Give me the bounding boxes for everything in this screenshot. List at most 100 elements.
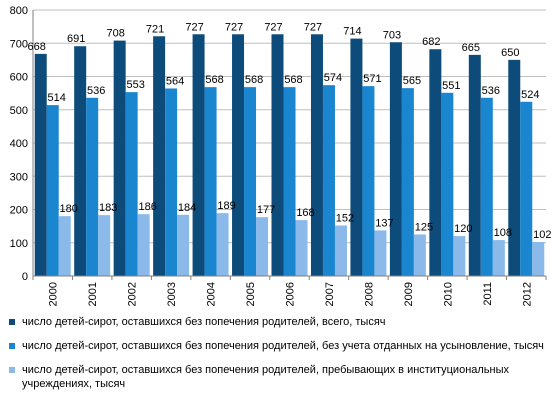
bar-2002-series-2 (125, 92, 138, 276)
bar-2004-series-2 (204, 87, 217, 276)
data-label-2004-series-2: 568 (205, 74, 223, 86)
x-tick-label: 2001 (87, 282, 99, 306)
data-label-2003-series-1: 721 (146, 23, 164, 35)
y-tick-label: 0 (22, 271, 28, 283)
legend-item-institutional: число детей-сирот, оставшихся без попече… (8, 363, 548, 391)
bar-2010-series-1 (429, 49, 442, 276)
bar-2005-series-2 (244, 87, 257, 276)
x-tick-label: 2010 (442, 282, 454, 306)
bar-2006-series-2 (283, 87, 296, 276)
x-axis: 2000 2001 2002 2003 2004 2005 2006 2007 2008 2009… (32, 275, 547, 306)
bar-2003-series-3 (177, 214, 190, 276)
legend-item-without-adoption: число детей-сирот, оставшихся без попече… (8, 339, 548, 353)
bar-2011-series-3 (492, 240, 505, 276)
bar-2005-series-1 (232, 34, 245, 277)
x-tick-label: 2002 (127, 282, 139, 306)
legend-item-total: число детей-сирот, оставшихся без попече… (8, 315, 548, 329)
bar-2007-series-1 (310, 34, 323, 277)
bar-chart: 0 100 200 300 400 500 600 700 800 668 691 708 721 72… (10, 5, 552, 306)
bar-2010-series-2 (441, 92, 454, 276)
bar-2003-series-1 (153, 36, 166, 276)
data-label-2005-series-1: 727 (225, 21, 243, 33)
x-tick-label: 2012 (521, 282, 533, 306)
data-label-2001-series-2: 536 (87, 85, 105, 97)
data-label-2010-series-3: 120 (454, 223, 472, 235)
data-label-2000-series-1: 668 (28, 41, 46, 53)
bar-2006-series-1 (271, 34, 284, 277)
data-label-2007-series-1: 727 (304, 21, 322, 33)
data-label-2012-series-1: 650 (501, 47, 519, 59)
legend: число детей-сирот, оставшихся без попече… (8, 315, 548, 391)
data-label-2007-series-2: 574 (324, 72, 342, 84)
bars (34, 34, 545, 277)
bar-2005-series-3 (256, 217, 269, 276)
x-tick-label: 2009 (403, 282, 415, 306)
data-label-2009-series-2: 565 (403, 75, 421, 87)
y-tick-label: 100 (10, 238, 28, 250)
data-label-2004-series-1: 727 (185, 21, 203, 33)
y-tick-label: 300 (10, 171, 28, 183)
bar-2011-series-1 (468, 54, 481, 277)
data-label-2000-series-3: 180 (60, 203, 78, 215)
y-tick-label: 600 (10, 72, 28, 84)
x-tick-label: 2005 (245, 282, 257, 306)
x-tick-label: 2008 (363, 282, 375, 306)
data-label-2010-series-1: 682 (422, 36, 440, 48)
data-label-2008-series-1: 714 (343, 26, 361, 38)
bar-2004-series-1 (192, 34, 205, 277)
y-axis: 0 100 200 300 400 500 600 700 800 (10, 5, 34, 283)
bar-2008-series-1 (350, 38, 363, 276)
bar-2001-series-3 (98, 215, 111, 276)
bar-2010-series-3 (453, 236, 466, 276)
data-label-2001-series-3: 183 (99, 202, 117, 214)
data-label-2008-series-2: 571 (363, 73, 381, 85)
x-tick-label: 2011 (482, 282, 494, 306)
bar-2000-series-3 (58, 216, 71, 276)
bar-2002-series-3 (137, 214, 150, 276)
bar-2003-series-2 (165, 88, 178, 276)
y-tick-label: 400 (10, 138, 28, 150)
x-tick-label: 2004 (206, 282, 218, 306)
bar-2000-series-2 (46, 105, 59, 276)
bar-2012-series-3 (532, 242, 545, 276)
data-label-2012-series-3: 102 (533, 229, 551, 241)
data-label-2011-series-3: 108 (494, 227, 512, 239)
bar-2002-series-1 (113, 40, 126, 277)
data-label-2000-series-2: 514 (48, 92, 66, 104)
data-label-2002-series-2: 553 (126, 79, 144, 91)
bar-2001-series-2 (86, 97, 99, 276)
data-label-2007-series-3: 152 (336, 212, 354, 224)
data-label-2006-series-1: 727 (264, 21, 282, 33)
legend-swatch-total (9, 319, 15, 325)
y-tick-label: 500 (10, 105, 28, 117)
bar-2000-series-1 (34, 53, 47, 276)
bar-2011-series-2 (480, 97, 493, 276)
bar-2008-series-3 (374, 230, 387, 276)
data-labels: 668 691 708 721 727 727 727 727 714 703 682 665 650 5… (28, 21, 552, 241)
x-tick-label: 2006 (285, 282, 297, 306)
bar-2004-series-3 (216, 213, 229, 276)
data-label-2012-series-2: 524 (521, 89, 539, 101)
data-label-2008-series-3: 137 (375, 217, 393, 229)
data-label-2002-series-3: 186 (138, 201, 156, 213)
data-label-2004-series-3: 189 (217, 200, 235, 212)
legend-label-without-adoption: число детей-сирот, оставшихся без попече… (22, 340, 544, 352)
data-label-2003-series-3: 184 (178, 202, 196, 214)
y-tick-label: 200 (10, 205, 28, 217)
data-label-2002-series-1: 708 (106, 28, 124, 40)
bar-2012-series-1 (508, 59, 521, 276)
bar-2008-series-2 (362, 86, 375, 276)
x-tick-label: 2007 (324, 282, 336, 306)
data-label-2006-series-3: 168 (296, 207, 314, 219)
bar-2012-series-2 (520, 101, 533, 277)
data-label-2009-series-1: 703 (383, 29, 401, 41)
data-label-2005-series-3: 177 (257, 204, 275, 216)
legend-label-institutional: число детей-сирот, оставшихся без попече… (22, 364, 510, 390)
legend-swatch-institutional (9, 367, 15, 373)
data-label-2010-series-2: 551 (442, 80, 460, 92)
data-label-2011-series-2: 536 (482, 85, 500, 97)
legend-swatch-without-adoption (9, 343, 15, 349)
data-label-2001-series-1: 691 (67, 33, 85, 45)
x-tick-label: 2003 (166, 282, 178, 306)
data-label-2005-series-2: 568 (245, 74, 263, 86)
